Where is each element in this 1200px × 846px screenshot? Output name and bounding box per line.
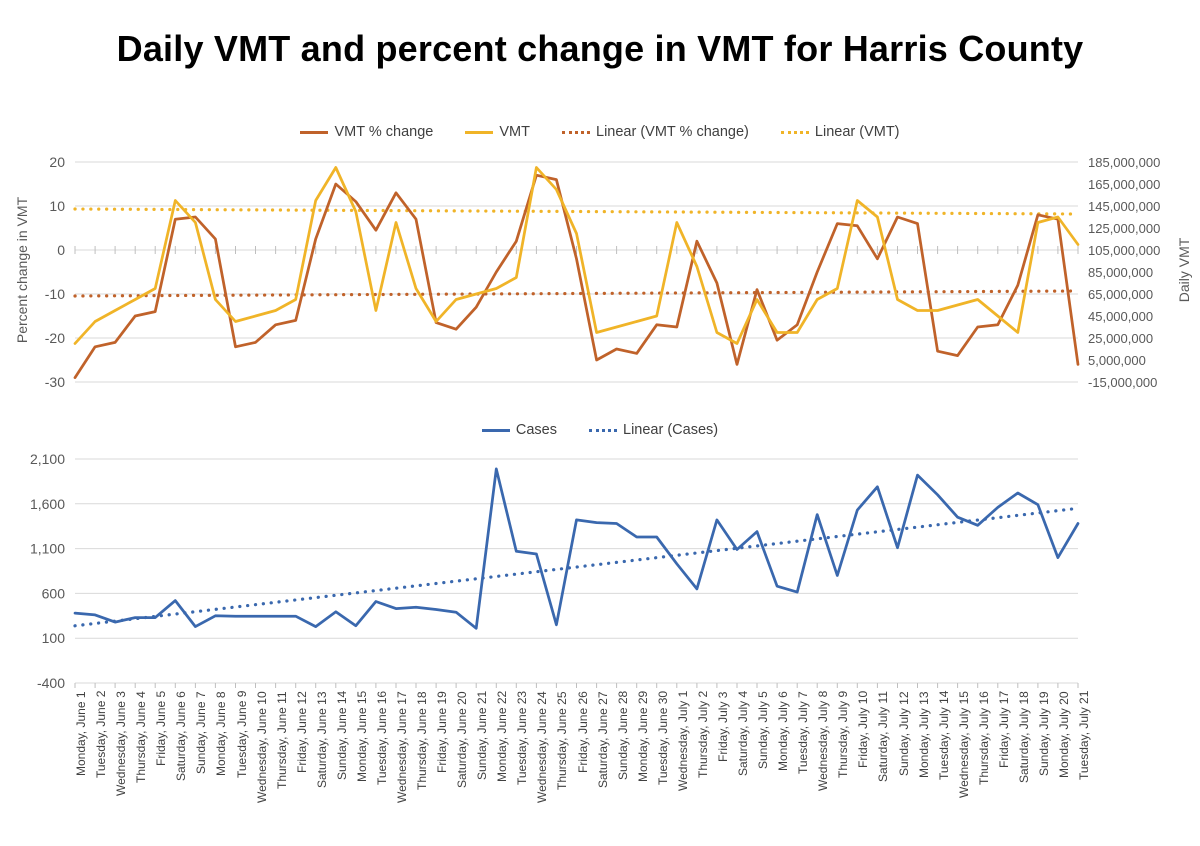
svg-text:1,100: 1,100 (30, 541, 65, 557)
svg-text:600: 600 (42, 585, 66, 601)
svg-text:-400: -400 (37, 675, 65, 691)
svg-text:1,600: 1,600 (30, 496, 65, 512)
svg-text:100: 100 (42, 630, 66, 646)
svg-text:2,100: 2,100 (30, 451, 65, 467)
